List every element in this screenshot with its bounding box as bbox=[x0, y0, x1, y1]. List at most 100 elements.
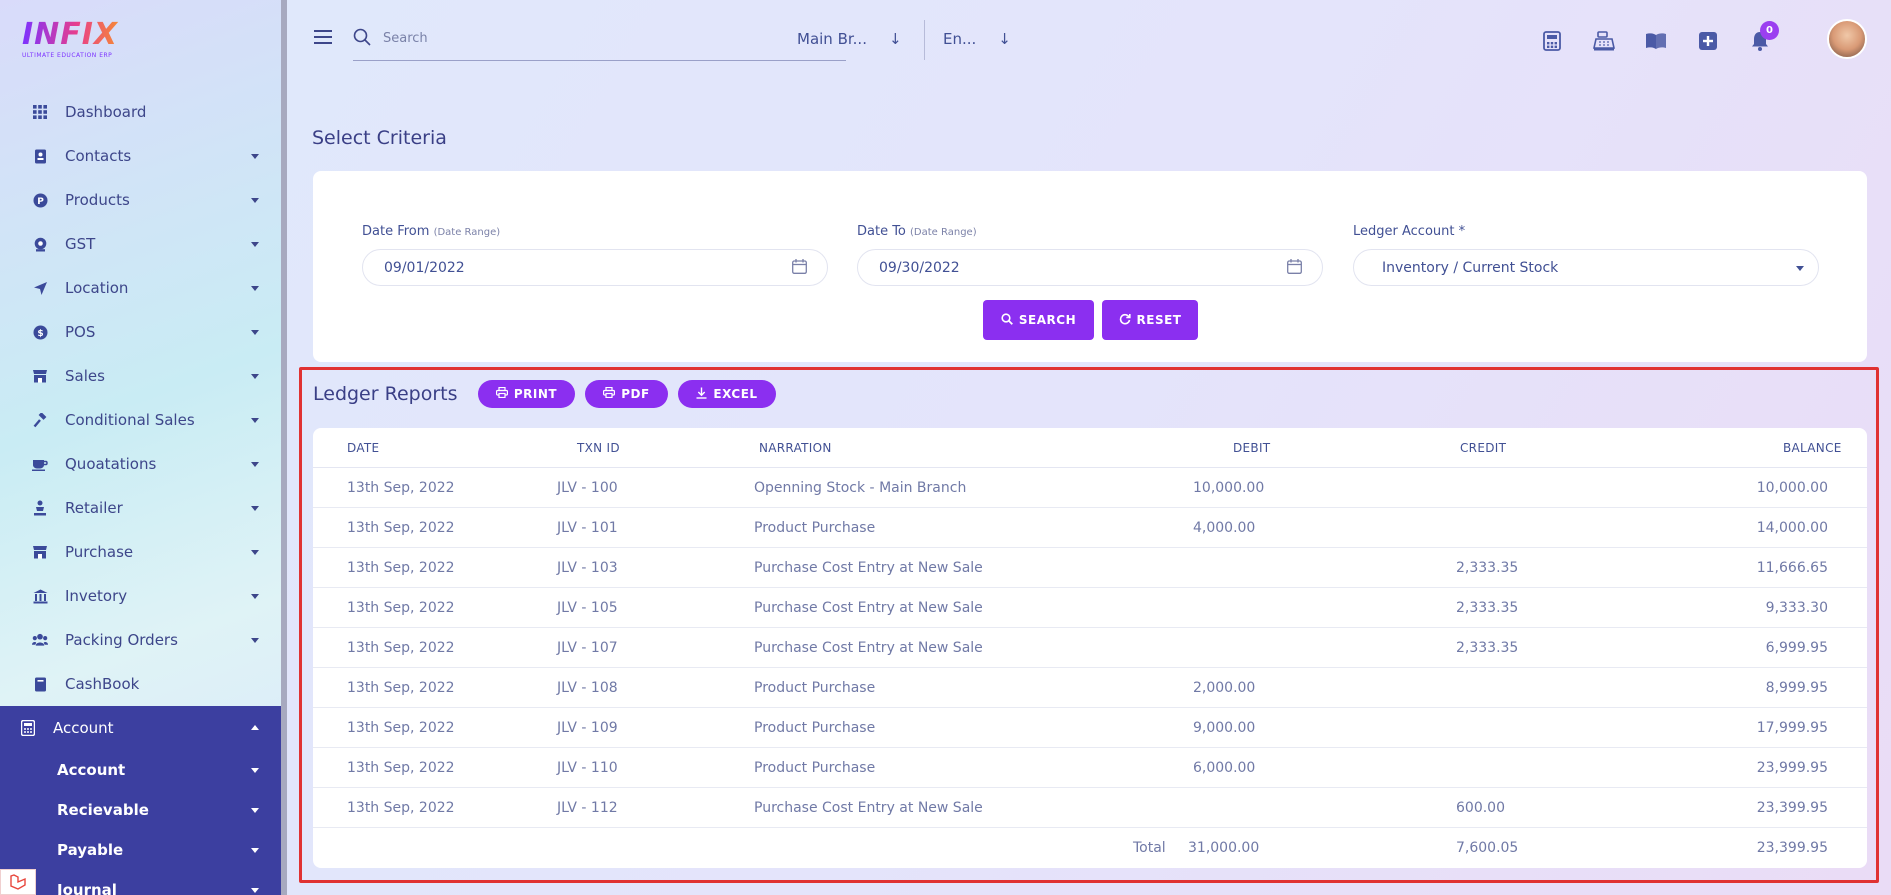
sidebar-item-label: Conditional Sales bbox=[65, 411, 195, 429]
search-icon bbox=[1001, 312, 1013, 328]
sidebar-item-sales[interactable]: Sales bbox=[0, 354, 281, 398]
reset-button[interactable]: RESET bbox=[1102, 300, 1198, 340]
calendar-icon[interactable] bbox=[792, 259, 807, 278]
sidebar-item-packing-orders[interactable]: Packing Orders bbox=[0, 618, 281, 662]
sidebar-subitem-payable[interactable]: Payable bbox=[0, 830, 281, 870]
sidebar-item-label: Contacts bbox=[65, 147, 132, 165]
plus-square-icon[interactable] bbox=[1695, 28, 1721, 54]
chevron-down-icon bbox=[251, 848, 259, 853]
table-cell-date: 13th Sep, 2022 bbox=[347, 720, 455, 736]
table-cell-txn-id: JLV - 110 bbox=[557, 760, 618, 776]
report-title: Ledger Reports bbox=[313, 383, 458, 405]
search-input[interactable] bbox=[383, 26, 533, 50]
table-cell-txn-id: JLV - 109 bbox=[557, 720, 618, 736]
contacts-icon bbox=[32, 148, 48, 164]
print-button[interactable]: PRINT bbox=[478, 380, 575, 408]
sidebar-subitem-journal[interactable]: Journal bbox=[0, 870, 281, 895]
chevron-down-icon bbox=[251, 550, 259, 555]
table-row: 13th Sep, 2022 JLV - 108 Product Purchase 2… bbox=[313, 668, 1867, 708]
sidebar-item-retailer[interactable]: Retailer bbox=[0, 486, 281, 530]
sidebar-item-label: Sales bbox=[65, 367, 105, 385]
ledger-account-select[interactable]: Inventory / Current Stock bbox=[1353, 249, 1819, 286]
ledger-account-value: Inventory / Current Stock bbox=[1382, 259, 1559, 276]
sidebar-item-dashboard[interactable]: Dashboard bbox=[0, 90, 281, 134]
column-header-balance[interactable]: BALANCE bbox=[1783, 441, 1842, 455]
sidebar-subitem-account[interactable]: Account bbox=[0, 750, 281, 790]
ledger-account-label: Ledger Account * bbox=[1353, 224, 1466, 239]
sidebar-item-label: Packing Orders bbox=[65, 631, 178, 649]
table-cell-txn-id: JLV - 100 bbox=[557, 480, 618, 496]
table-cell-narration: Openning Stock - Main Branch bbox=[754, 480, 967, 496]
menu-toggle-icon[interactable] bbox=[314, 30, 332, 44]
table-cell-credit: 2,333.35 bbox=[1456, 560, 1519, 576]
total-debit: 31,000.00 bbox=[1188, 840, 1260, 856]
table-cell-narration: Product Purchase bbox=[754, 680, 876, 696]
column-header-txn-id[interactable]: TXN ID bbox=[577, 441, 620, 455]
column-header-credit[interactable]: CREDIT bbox=[1460, 441, 1507, 455]
sidebar-item-products[interactable]: P Products bbox=[0, 178, 281, 222]
table-cell-narration: Product Purchase bbox=[754, 720, 876, 736]
search-button[interactable]: SEARCH bbox=[983, 300, 1094, 340]
search-box bbox=[353, 26, 846, 61]
sidebar-item-contacts[interactable]: Contacts bbox=[0, 134, 281, 178]
sidebar-scrollbar[interactable] bbox=[281, 0, 287, 895]
brand-logo[interactable]: INFIX ULTIMATE EDUCATION ERP bbox=[22, 20, 132, 68]
branch-select[interactable]: Main Br... ↓ bbox=[797, 30, 902, 48]
table-cell-credit: 2,333.35 bbox=[1456, 600, 1519, 616]
column-header-narration[interactable]: NARRATION bbox=[759, 441, 832, 455]
date-to-field[interactable]: 09/30/2022 bbox=[857, 249, 1323, 286]
sidebar-item-label: Products bbox=[65, 191, 130, 209]
open-book-icon[interactable] bbox=[1643, 28, 1669, 54]
sidebar-item-quoatations[interactable]: Quoatations bbox=[0, 442, 281, 486]
table-cell-date: 13th Sep, 2022 bbox=[347, 520, 455, 536]
topbar: Main Br... ↓ En... ↓ 0 bbox=[287, 0, 1891, 80]
sidebar-item-label: POS bbox=[65, 323, 96, 341]
calculator-icon bbox=[20, 720, 36, 736]
excel-button[interactable]: EXCEL bbox=[678, 380, 776, 408]
sidebar-item-conditional-sales[interactable]: Conditional Sales bbox=[0, 398, 281, 442]
printer-icon bbox=[495, 386, 508, 401]
svg-text:P: P bbox=[37, 197, 44, 207]
cash-register-icon[interactable] bbox=[1591, 28, 1617, 54]
table-row: 13th Sep, 2022 JLV - 107 Purchase Cost Ent… bbox=[313, 628, 1867, 668]
ledger-table: DATE TXN ID NARRATION DEBIT CREDIT BALAN… bbox=[313, 428, 1867, 868]
sidebar-item-location[interactable]: Location bbox=[0, 266, 281, 310]
sidebar-item-purchase[interactable]: Purchase bbox=[0, 530, 281, 574]
sidebar-item-cashbook[interactable]: CashBook bbox=[0, 662, 281, 706]
language-select[interactable]: En... ↓ bbox=[943, 30, 1011, 48]
header-icons: 0 bbox=[1539, 21, 1799, 54]
table-row: 13th Sep, 2022 JLV - 110 Product Purchase 6… bbox=[313, 748, 1867, 788]
notification-badge: 0 bbox=[1760, 21, 1779, 40]
table-cell-balance: 8,999.95 bbox=[1765, 680, 1828, 696]
calculator-icon[interactable] bbox=[1539, 28, 1565, 54]
laravel-icon[interactable] bbox=[0, 869, 36, 895]
sidebar-item-invetory[interactable]: Invetory bbox=[0, 574, 281, 618]
sidebar-item-label: Location bbox=[65, 279, 129, 297]
sidebar-subitem-recievable[interactable]: Recievable bbox=[0, 790, 281, 830]
user-avatar[interactable] bbox=[1827, 19, 1867, 59]
bell-icon[interactable]: 0 bbox=[1747, 21, 1779, 54]
sidebar-item-label: Dashboard bbox=[65, 103, 147, 121]
purchase-icon bbox=[32, 544, 48, 560]
date-from-field[interactable]: 09/01/2022 bbox=[362, 249, 828, 286]
sidebar-account-section: Account Account Recievable Payable Journal bbox=[0, 706, 281, 895]
sidebar-item-pos[interactable]: $ POS bbox=[0, 310, 281, 354]
sidebar-item-account[interactable]: Account bbox=[0, 706, 281, 750]
table-cell-txn-id: JLV - 107 bbox=[557, 640, 618, 656]
sidebar-item-gst[interactable]: GST bbox=[0, 222, 281, 266]
date-from-value: 09/01/2022 bbox=[384, 259, 465, 276]
chevron-down-icon bbox=[251, 242, 259, 247]
column-header-date[interactable]: DATE bbox=[347, 441, 380, 455]
svg-text:$: $ bbox=[37, 329, 43, 339]
column-header-debit[interactable]: DEBIT bbox=[1233, 441, 1271, 455]
chevron-down-icon bbox=[251, 286, 259, 291]
printer-icon bbox=[603, 386, 616, 401]
chevron-down-icon bbox=[251, 374, 259, 379]
table-cell-narration: Purchase Cost Entry at New Sale bbox=[754, 800, 983, 816]
date-to-value: 09/30/2022 bbox=[879, 259, 960, 276]
sidebar-subitem-label: Account bbox=[57, 761, 126, 779]
pdf-button[interactable]: PDF bbox=[585, 380, 668, 408]
chevron-down-icon bbox=[251, 198, 259, 203]
grid-icon bbox=[32, 104, 48, 120]
calendar-icon[interactable] bbox=[1287, 259, 1302, 278]
